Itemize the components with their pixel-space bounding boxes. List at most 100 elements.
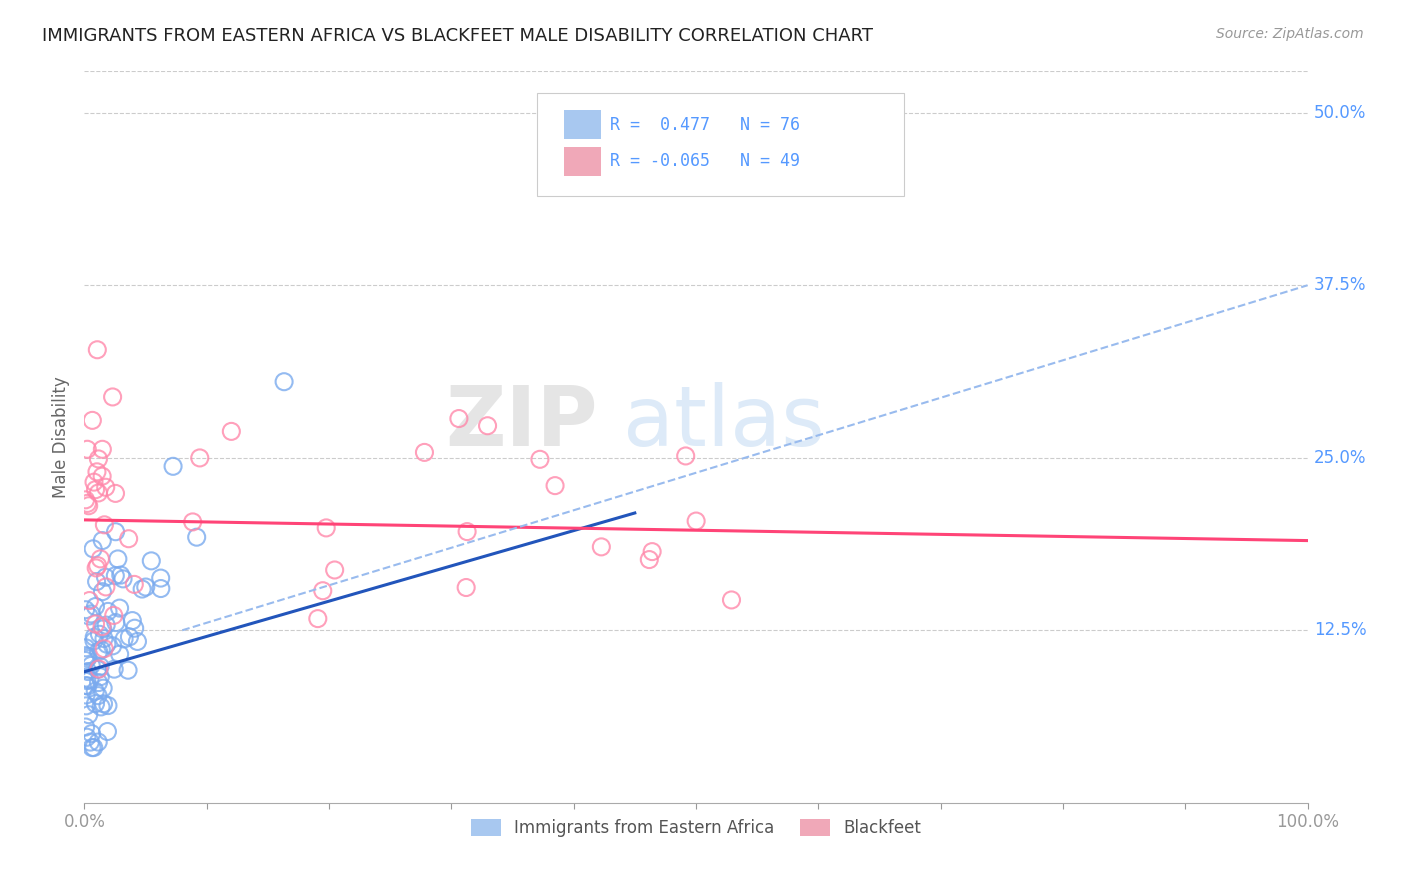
Point xyxy=(86,343,108,357)
Point xyxy=(87,451,110,466)
Point xyxy=(312,583,335,598)
Point xyxy=(86,663,108,677)
Point xyxy=(181,515,204,529)
Text: 37.5%: 37.5% xyxy=(1313,277,1367,294)
Point xyxy=(149,571,172,585)
Point xyxy=(75,648,97,663)
Point xyxy=(93,517,115,532)
Point xyxy=(86,465,108,479)
Point xyxy=(87,689,110,703)
Point xyxy=(89,670,111,684)
Point xyxy=(117,663,139,677)
Point xyxy=(323,563,346,577)
Point xyxy=(76,679,98,693)
Point xyxy=(188,450,211,465)
Point xyxy=(93,632,115,646)
Point xyxy=(96,618,118,632)
Point xyxy=(118,630,141,644)
Point xyxy=(112,572,135,586)
Point xyxy=(141,554,163,568)
Point xyxy=(124,621,146,635)
Point xyxy=(97,604,120,618)
Point xyxy=(91,584,114,599)
Point xyxy=(93,641,115,656)
Point xyxy=(91,681,114,696)
Point xyxy=(93,697,115,711)
Point xyxy=(77,707,100,722)
Point xyxy=(84,617,107,632)
Point xyxy=(84,483,107,497)
Point xyxy=(83,740,105,755)
Point xyxy=(79,593,101,607)
Point xyxy=(83,630,105,644)
Text: IMMIGRANTS FROM EASTERN AFRICA VS BLACKFEET MALE DISABILITY CORRELATION CHART: IMMIGRANTS FROM EASTERN AFRICA VS BLACKF… xyxy=(42,27,873,45)
Point xyxy=(456,581,478,595)
Point xyxy=(456,524,478,539)
Point xyxy=(477,418,499,433)
Point xyxy=(121,614,143,628)
Point xyxy=(96,637,118,651)
Point xyxy=(104,615,127,630)
Point xyxy=(75,679,97,693)
Point xyxy=(84,684,107,698)
Point xyxy=(89,552,111,566)
Point xyxy=(97,698,120,713)
Point xyxy=(94,580,117,594)
Point xyxy=(84,561,107,575)
Point xyxy=(186,530,208,544)
Point xyxy=(112,632,135,646)
Point xyxy=(87,644,110,658)
Point xyxy=(80,726,103,740)
Point xyxy=(149,582,172,596)
Point xyxy=(87,735,110,749)
FancyBboxPatch shape xyxy=(564,110,600,139)
Text: R = -0.065   N = 49: R = -0.065 N = 49 xyxy=(610,153,800,170)
Point xyxy=(77,665,100,679)
Point xyxy=(87,558,110,573)
Point xyxy=(591,540,613,554)
Point xyxy=(273,375,295,389)
Point xyxy=(77,499,100,513)
Point xyxy=(75,603,97,617)
Point xyxy=(82,413,104,427)
Point xyxy=(124,577,146,591)
Point xyxy=(80,607,103,621)
Text: 50.0%: 50.0% xyxy=(1313,103,1367,122)
Point xyxy=(75,720,97,734)
Point xyxy=(675,449,697,463)
Point xyxy=(108,601,131,615)
Point xyxy=(91,469,114,483)
Text: 25.0%: 25.0% xyxy=(1313,449,1367,467)
Point xyxy=(685,514,707,528)
Point xyxy=(76,442,98,457)
FancyBboxPatch shape xyxy=(564,146,600,176)
Point xyxy=(79,673,101,688)
Point xyxy=(87,486,110,500)
Point xyxy=(720,593,742,607)
Point xyxy=(94,480,117,494)
Point xyxy=(162,459,184,474)
Point xyxy=(76,673,98,688)
Point xyxy=(127,634,149,648)
Point xyxy=(108,647,131,661)
Point xyxy=(544,478,567,492)
Text: ZIP: ZIP xyxy=(446,382,598,463)
Point xyxy=(110,568,132,582)
Point xyxy=(75,492,97,507)
Point xyxy=(89,627,111,641)
Point xyxy=(80,658,103,673)
Text: 12.5%: 12.5% xyxy=(1313,622,1367,640)
Point xyxy=(76,730,98,744)
Point xyxy=(76,496,98,510)
Point xyxy=(91,442,114,457)
Y-axis label: Male Disability: Male Disability xyxy=(52,376,70,498)
Point xyxy=(641,544,664,558)
Point xyxy=(315,521,337,535)
Point xyxy=(104,524,127,539)
Point xyxy=(91,619,114,633)
Point xyxy=(96,724,118,739)
Point xyxy=(107,552,129,566)
Point xyxy=(90,699,112,714)
Point xyxy=(413,445,436,459)
FancyBboxPatch shape xyxy=(537,94,904,195)
